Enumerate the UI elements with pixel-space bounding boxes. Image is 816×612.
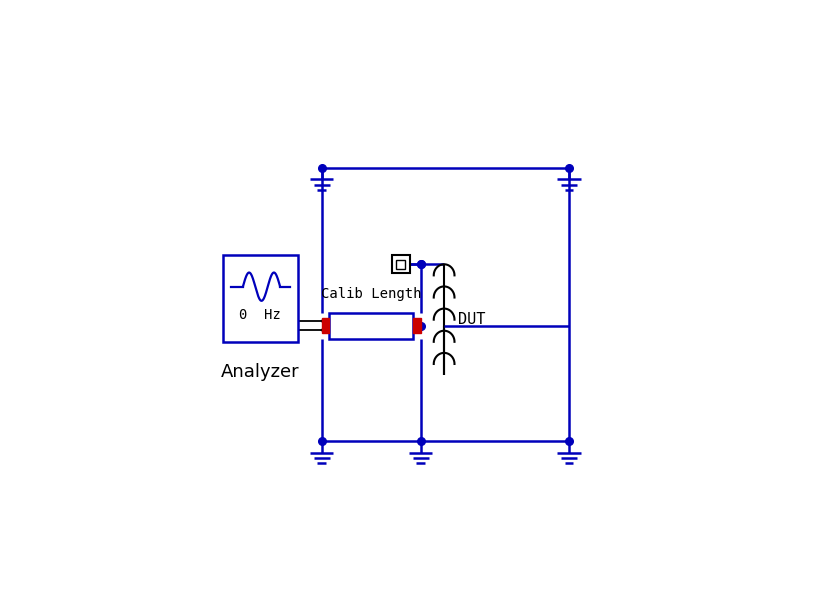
Bar	[223, 255, 298, 342]
Bar	[413, 318, 420, 332]
Text: Analyzer: Analyzer	[221, 364, 299, 381]
Text: DUT: DUT	[459, 312, 486, 327]
Bar	[322, 318, 329, 332]
Bar	[392, 255, 410, 273]
Text: Calib Length: Calib Length	[321, 287, 421, 301]
Bar	[329, 313, 413, 338]
Bar	[396, 259, 406, 269]
Text: 0  Hz: 0 Hz	[239, 308, 282, 322]
